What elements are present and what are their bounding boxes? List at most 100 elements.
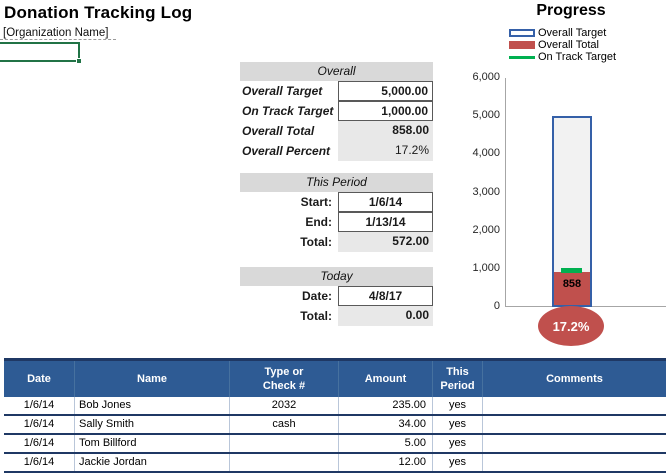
cell-date[interactable]: 1/6/14 [4, 454, 75, 471]
cell-comments[interactable] [483, 435, 666, 452]
period-start-label: Start: [300, 195, 332, 209]
overall-total-swatch-icon [509, 41, 535, 49]
y-tick-4000: 4,000 [472, 147, 500, 159]
legend-label: On Track Target [538, 51, 617, 63]
y-tick-5000: 5,000 [472, 109, 500, 121]
today-total-cell[interactable]: 0.00 [338, 306, 433, 326]
table-row: 1/6/14 Sally Smith cash 34.00 yes [4, 416, 666, 435]
table-row: 1/6/14 Jackie Jordan 12.00 yes [4, 454, 666, 473]
overall-total-fill [554, 272, 590, 305]
cell-name[interactable]: Bob Jones [75, 397, 230, 414]
cell-type[interactable] [230, 435, 339, 452]
cell-name[interactable]: Tom Billford [75, 435, 230, 452]
percent-bulb: 17.2% [538, 306, 604, 346]
today-total-row: Total: 0.00 [240, 306, 433, 326]
y-tick-6000: 6,000 [472, 71, 500, 83]
cell-name[interactable]: Jackie Jordan [75, 454, 230, 471]
cell-type[interactable]: cash [230, 416, 339, 433]
overall-target-cell[interactable]: 5,000.00 [338, 81, 433, 101]
today-section-title: Today [240, 267, 433, 286]
period-total-label: Total: [300, 235, 332, 249]
col-header-comments: Comments [546, 373, 603, 385]
period-total-row: Total: 572.00 [240, 232, 433, 252]
chart-legend: Overall Target Overall Total On Track Ta… [509, 27, 616, 63]
percent-label: 17.2% [552, 318, 590, 334]
overall-target-row: Overall Target 5,000.00 [240, 81, 433, 101]
cell-amount[interactable]: 235.00 [339, 397, 433, 414]
today-total-label: Total: [300, 309, 332, 323]
col-header-type: Type or Check # [230, 361, 339, 397]
bar-value-label: 858 [562, 278, 582, 290]
on-track-target-row: On Track Target 1,000.00 [240, 101, 433, 121]
overall-section-title: Overall [240, 62, 433, 81]
thermometer-bar: 858 [552, 116, 592, 307]
table-row: 1/6/14 Bob Jones 2032 235.00 yes [4, 397, 666, 416]
today-date-cell[interactable]: 4/8/17 [338, 286, 433, 306]
legend-item-on-track-target: On Track Target [509, 51, 616, 63]
chart-title: Progress [536, 2, 606, 19]
cell-type[interactable] [230, 454, 339, 471]
overall-total-label: Overall Total [242, 124, 315, 138]
period-total-cell[interactable]: 572.00 [338, 232, 433, 252]
overall-target-swatch-icon [509, 29, 535, 37]
overall-percent-row: Overall Percent 17.2% [240, 141, 433, 161]
y-tick-3000: 3,000 [472, 186, 500, 198]
organization-name-cell[interactable]: [Organization Name] [3, 27, 109, 39]
on-track-target-swatch-icon [509, 55, 535, 59]
y-tick-1000: 1,000 [472, 262, 500, 274]
donation-table: Date Name Type or Check # Amount This Peri… [4, 358, 666, 473]
cell-date[interactable]: 1/6/14 [4, 397, 75, 414]
y-axis-line [505, 78, 506, 307]
col-header-amount: Amount [339, 361, 433, 397]
cell-comments[interactable] [483, 454, 666, 471]
legend-item-overall-target: Overall Target [509, 27, 616, 39]
cell-name[interactable]: Sally Smith [75, 416, 230, 433]
y-tick-0: 0 [493, 300, 500, 312]
overall-total-row: Overall Total 858.00 [240, 121, 433, 141]
selected-cell[interactable] [0, 42, 82, 64]
overall-target-label: Overall Target [242, 84, 323, 98]
period-end-label: End: [305, 215, 332, 229]
today-section: Today Date: 4/8/17 Total: 0.00 [240, 267, 433, 326]
legend-label: Overall Total [538, 39, 599, 51]
cell-amount[interactable]: 34.00 [339, 416, 433, 433]
period-end-cell[interactable]: 1/13/14 [338, 212, 433, 232]
y-tick-2000: 2,000 [472, 224, 500, 236]
page-title: Donation Tracking Log [4, 3, 193, 22]
cell-comments[interactable] [483, 416, 666, 433]
overall-percent-cell[interactable]: 17.2% [338, 141, 433, 161]
overall-section: Overall Overall Target 5,000.00 On Track… [240, 62, 433, 161]
cell-period[interactable]: yes [433, 435, 483, 452]
cell-amount[interactable]: 12.00 [339, 454, 433, 471]
col-header-name: Name [75, 361, 230, 397]
cell-comments[interactable] [483, 397, 666, 414]
cell-type[interactable]: 2032 [230, 397, 339, 414]
this-period-section-title: This Period [240, 173, 433, 192]
cell-period[interactable]: yes [433, 454, 483, 471]
cell-date[interactable]: 1/6/14 [4, 435, 75, 452]
table-row: 1/6/14 Tom Billford 5.00 yes [4, 435, 666, 454]
cell-grid-dashed-line [0, 39, 116, 40]
this-period-section: This Period Start: 1/6/14 End: 1/13/14 T… [240, 173, 433, 252]
col-header-period: This Period [433, 361, 483, 397]
today-date-row: Date: 4/8/17 [240, 286, 433, 306]
cell-period[interactable]: yes [433, 416, 483, 433]
cell-date[interactable]: 1/6/14 [4, 416, 75, 433]
on-track-target-label: On Track Target [242, 104, 334, 118]
overall-total-cell[interactable]: 858.00 [338, 121, 433, 141]
today-date-label: Date: [301, 289, 332, 303]
table-header-row: Date Name Type or Check # Amount This Peri… [4, 361, 666, 397]
period-start-cell[interactable]: 1/6/14 [338, 192, 433, 212]
cell-amount[interactable]: 5.00 [339, 435, 433, 452]
overall-percent-label: Overall Percent [242, 144, 331, 158]
legend-item-overall-total: Overall Total [509, 39, 616, 51]
fill-handle[interactable] [76, 58, 82, 64]
legend-label: Overall Target [538, 27, 607, 39]
period-end-row: End: 1/13/14 [240, 212, 433, 232]
on-track-target-cell[interactable]: 1,000.00 [338, 101, 433, 121]
period-start-row: Start: 1/6/14 [240, 192, 433, 212]
on-track-marker [561, 268, 582, 273]
cell-period[interactable]: yes [433, 397, 483, 414]
col-header-date: Date [4, 361, 75, 397]
